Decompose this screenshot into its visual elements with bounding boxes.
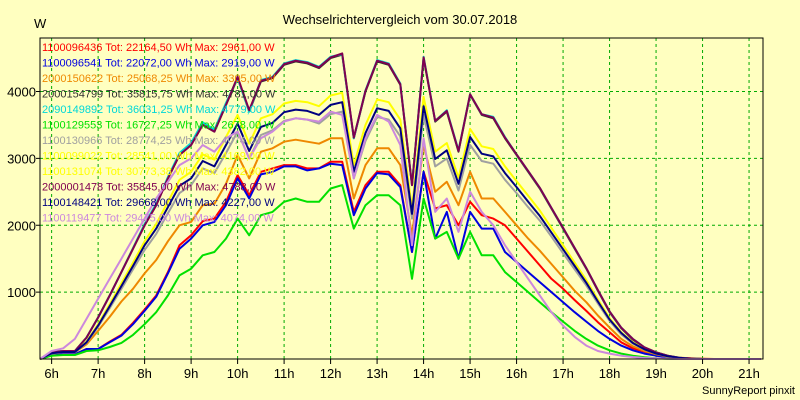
x-tick-label: 18h [599,366,621,381]
legend-entry: 1100096541 Tot: 22072,00 Wh Max: 2919,00… [42,58,275,70]
x-tick-label: 15h [459,366,481,381]
x-tick-label: 17h [552,366,574,381]
series-layer [39,52,761,360]
legend-entry: 1100119477 Tot: 29475,00 Wh Max: 4074,00… [42,213,274,225]
x-tick-label: 6h [44,366,58,381]
x-tick-label: 10h [227,366,249,381]
series-line-2 [39,137,761,360]
series-line-9 [39,101,761,360]
x-tick-label: 12h [320,366,342,381]
x-tick-label: 19h [645,366,667,381]
legend-entry: 2000154799 Tot: 35815,75 Wh Max: 4781,00… [42,89,276,101]
legend-entry: 1100131074 Tot: 30773,38 Wh Max: 4382,00… [42,166,275,178]
y-axis-unit: W [34,16,47,31]
legend-entry: 1100129553 Tot: 16727,25 Wh Max: 2678,00… [42,120,275,132]
y-tick-label: 1000 [7,285,36,300]
y-tick-label: 2000 [7,218,36,233]
x-tick-label: 16h [506,366,528,381]
legend-entry: 2090149892 Tot: 36031,25 Wh Max: 4779,00… [42,104,276,116]
chart-title: Wechselrichtervergleich vom 30.07.2018 [283,12,518,27]
x-tick-label: 20h [692,366,714,381]
axis-ticks: 6h 7h 8h 9h 10h 11h 12h 13h 14h 15h 16h 17h 18h 19h 20… [7,85,760,382]
legend-entry: 1100099022 Tot: 28541,00 Wh Max: 4169,00… [42,151,275,163]
series-line-8 [39,52,761,360]
series-line-10 [39,110,761,360]
legend-entry: 2000150622 Tot: 25068,25 Wh Max: 3305,00… [42,73,276,85]
y-tick-label: 3000 [7,151,36,166]
x-tick-label: 11h [274,366,295,381]
series-line-1 [39,162,761,360]
y-tick-label: 4000 [7,85,36,100]
x-tick-label: 14h [413,366,435,381]
x-tick-label: 7h [91,366,105,381]
legend-entry: 1100096436 Tot: 22164,50 Wh Max: 2961,00… [42,42,275,54]
footer-credit: SunnyReport pinxit [702,385,795,397]
x-tick-label: 13h [366,366,388,381]
legend-entry: 2000001478 Tot: 35845,00 Wh Max: 4788,00… [42,182,276,194]
x-tick-label: 21h [738,366,760,381]
legend-entry: 1100148421 Tot: 29668,00 Wh Max: 4227,00… [42,197,275,209]
x-tick-label: 9h [184,366,198,381]
plot-frame [39,37,764,360]
legend: 1100096436 Tot: 22164,50 Wh Max: 2961,00… [42,42,276,225]
legend-entry: 1100130966 Tot: 28774,25 Wh Max: 4074,00… [42,135,275,147]
x-tick-label: 8h [137,366,151,381]
